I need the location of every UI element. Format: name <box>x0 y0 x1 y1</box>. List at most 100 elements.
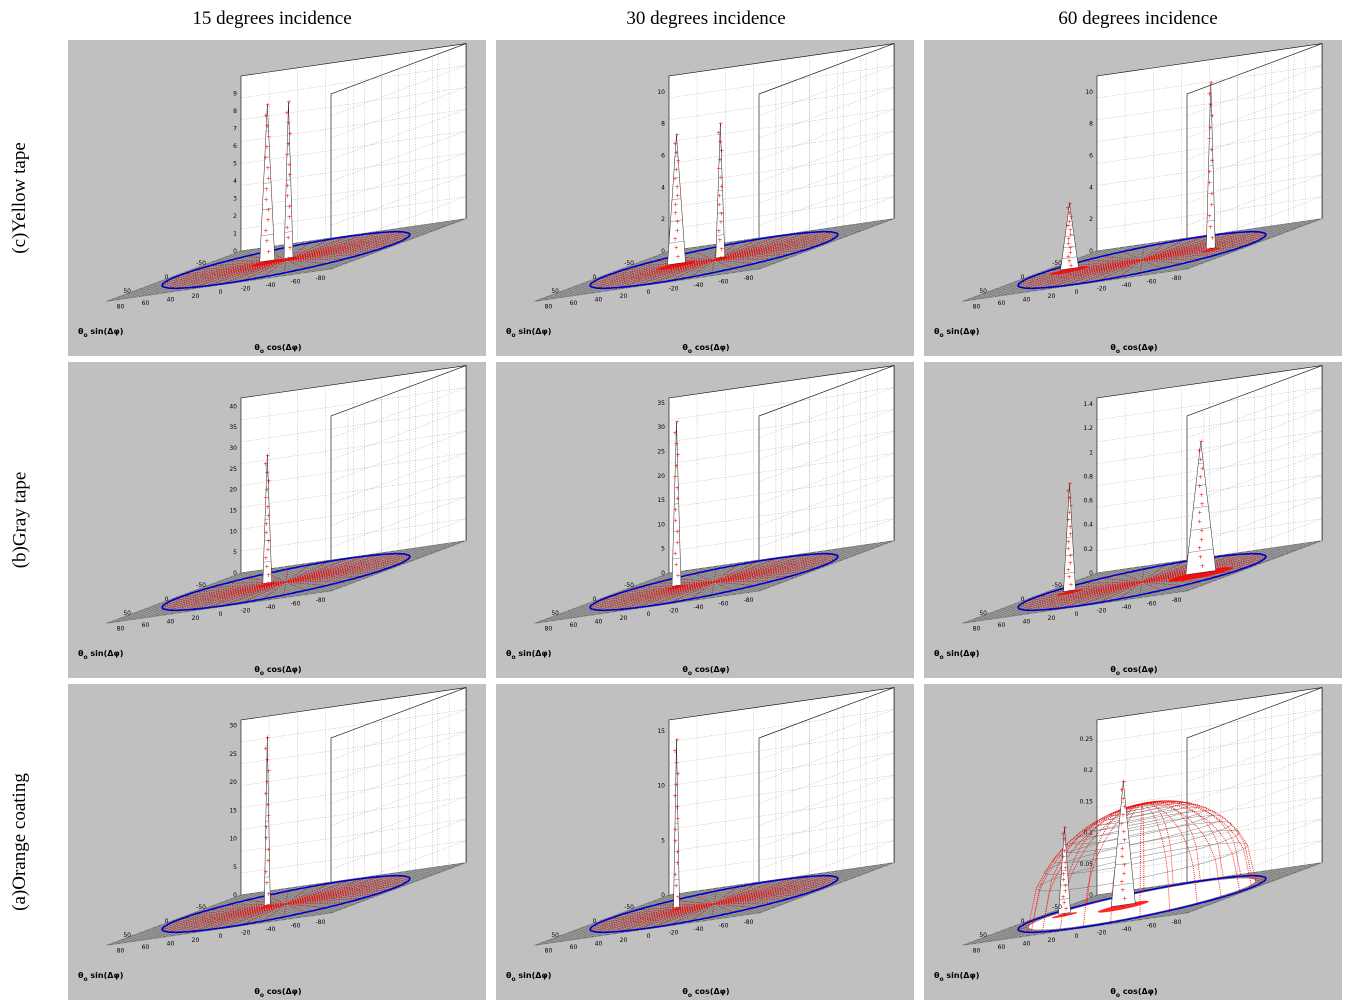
peak-mesh <box>1066 536 1073 538</box>
peak-mesh <box>716 234 725 236</box>
sample-marker: + <box>1200 501 1205 508</box>
sample-marker: + <box>675 193 680 200</box>
sample-marker: + <box>1068 481 1073 488</box>
sample-marker: + <box>264 835 269 842</box>
column-title-60: 60 degrees incidence <box>1058 8 1218 29</box>
sample-marker: + <box>1209 191 1214 198</box>
y-axis-label: θo sin(Δφ) <box>78 649 123 661</box>
peak-mesh <box>284 231 293 233</box>
peak-base <box>657 261 696 270</box>
sample-marker: + <box>673 871 678 878</box>
sample-marker: + <box>1207 180 1212 187</box>
y-tick-label: 0 <box>593 274 597 281</box>
sample-marker: + <box>675 771 680 778</box>
x-ticks: 80 60 40 20 0 -20 -40 -60 -80 <box>545 597 754 633</box>
sample-marker: + <box>1199 492 1204 499</box>
peak: + + + + + + + + + + + + + + + + <box>666 419 687 590</box>
y-tick-label: -50 <box>1052 582 1062 589</box>
x-tick-label: -60 <box>1147 278 1157 285</box>
radial-line <box>285 232 409 261</box>
peak-mesh <box>1063 245 1076 249</box>
floor-line <box>533 268 760 302</box>
z-tick-label: 15 <box>657 497 665 504</box>
dome-meridian <box>1042 803 1143 930</box>
sample-marker: + <box>673 474 678 481</box>
y-ticks: -50 0 50 <box>551 904 634 939</box>
sample-marker: + <box>1121 795 1126 802</box>
boundary-circle <box>1017 874 1267 934</box>
radial-line <box>177 259 287 289</box>
x-ticks: 80 60 40 20 0 -20 -40 -60 -80 <box>545 275 754 311</box>
grid-line <box>240 87 467 138</box>
peak-mesh <box>1190 527 1211 531</box>
sample-marker: + <box>1068 560 1073 567</box>
sample-marker: + <box>673 210 678 217</box>
z-tick-label: 5 <box>233 864 237 871</box>
radial-line <box>713 564 738 583</box>
x-tick-label: -60 <box>719 922 729 929</box>
peak-base <box>1168 567 1233 582</box>
sample-marker: + <box>287 130 292 137</box>
z-tick-label: 10 <box>657 89 665 96</box>
x-ticks: 80 60 40 20 0 -20 -40 -60 -80 <box>973 597 1182 633</box>
sample-marker: + <box>1197 545 1202 552</box>
radial-line <box>713 878 838 905</box>
sample-marker: + <box>1062 911 1067 918</box>
sample-marker: + <box>266 175 271 182</box>
z-tick-label: 25 <box>657 448 665 455</box>
x-tick-label: -80 <box>744 919 754 926</box>
sample-marker: + <box>1122 895 1127 902</box>
z-tick-label: 0.8 <box>1083 473 1093 480</box>
radial-line <box>285 878 410 905</box>
sample-marker: + <box>1198 474 1203 481</box>
sample-marker: + <box>1068 245 1073 252</box>
sample-marker: + <box>1200 563 1205 570</box>
x-ticks: 80 60 40 20 0 -20 -40 -60 -80 <box>973 275 1182 311</box>
x-tick-label: 40 <box>167 940 175 947</box>
x-axis-label-sub: o <box>688 670 692 677</box>
x-axis-label-sub: o <box>1116 992 1120 999</box>
sample-marker: + <box>1121 829 1126 836</box>
radial-line <box>1078 259 1143 285</box>
x-axis-label-sub: o <box>1116 670 1120 677</box>
x-tick-label: -80 <box>1172 597 1182 604</box>
row-label-gray-tape: (b)Gray tape <box>0 362 40 678</box>
x-tick-label: -80 <box>316 597 326 604</box>
y-axis-label-sub: o <box>84 332 88 339</box>
radial-line <box>1122 251 1143 261</box>
radial-line <box>1024 259 1143 289</box>
y-axis-label-main: θ <box>506 649 512 658</box>
floor-line <box>984 247 1120 299</box>
z-tick-label: 30 <box>229 445 237 452</box>
peak-mesh <box>671 198 682 201</box>
peak-body <box>1058 827 1071 915</box>
sample-marker: + <box>718 139 723 146</box>
floor-line <box>533 572 670 624</box>
radial-line <box>1141 580 1203 583</box>
sample-marker: + <box>1208 246 1213 253</box>
peak-mesh <box>1061 869 1068 872</box>
x-tick-label: 40 <box>595 618 603 625</box>
axes-box <box>240 43 467 270</box>
z-tick-label: 0 <box>1089 892 1093 899</box>
sample-marker: + <box>675 227 680 234</box>
radial-line <box>1141 242 1166 261</box>
grid-line <box>240 452 467 504</box>
peak: + + + + + + + + + + + + + + + + <box>260 734 274 909</box>
sample-marker: + <box>717 192 722 199</box>
sample-marker: + <box>675 860 680 867</box>
radial-line <box>168 903 287 933</box>
sample-marker: + <box>1068 581 1073 588</box>
radial-line <box>207 903 287 911</box>
grid-line <box>240 474 467 526</box>
x-axis-label: θo cos(Δφ) <box>1110 987 1157 999</box>
wall-grid <box>240 47 467 263</box>
sample-marker: + <box>675 184 680 191</box>
x-tick-label: 60 <box>142 944 150 951</box>
y-axis-label-rest: sin(Δφ) <box>944 649 980 658</box>
grid-line <box>1096 387 1323 439</box>
radial-samples <box>590 553 838 611</box>
sample-marker: + <box>1068 227 1073 234</box>
sample-marker: + <box>266 813 271 820</box>
y-axis-label-main: θ <box>506 327 512 336</box>
